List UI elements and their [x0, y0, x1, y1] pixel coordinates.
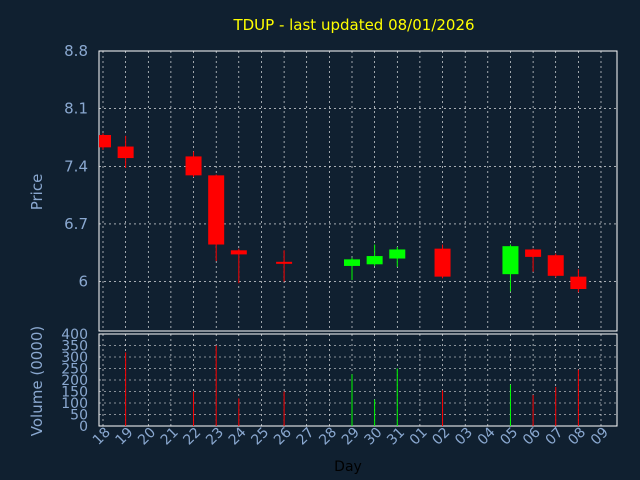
volume-tick-label: 200: [61, 373, 88, 389]
candle-body: [547, 255, 564, 276]
candles: [99, 133, 587, 293]
volume-tick-label: 400: [61, 327, 88, 343]
candle-body: [366, 256, 383, 265]
volume-tick-label: 150: [61, 385, 88, 401]
price-tick-label: 8.8: [64, 42, 88, 60]
volume-tick-label: 50: [70, 408, 88, 424]
chart-title: TDUP - last updated 08/01/2026: [232, 16, 474, 34]
candle-body: [502, 246, 519, 275]
candle-body: [525, 249, 542, 257]
volume-grid: [99, 333, 617, 427]
candle-body: [99, 135, 111, 148]
candle-body: [185, 156, 202, 176]
candle-body: [230, 250, 247, 255]
candle-body: [344, 259, 360, 266]
volume-bars: [125, 345, 579, 426]
price-tick-label: 7.4: [64, 157, 88, 175]
candle-body: [208, 175, 225, 245]
price-tick-labels: 8.8 8.1 7.4 6.7 6: [64, 42, 88, 291]
price-tick-label: 8.1: [64, 100, 88, 118]
volume-axis-label: Volume (0000): [28, 326, 46, 436]
volume-tick-label: 100: [61, 396, 88, 412]
price-tick-label: 6: [78, 273, 88, 291]
candle-body: [117, 146, 134, 159]
candle-body: [434, 248, 451, 277]
candle-body: [389, 249, 406, 259]
x-tick-labels: 1819202122232425262728293031010203040506…: [90, 424, 612, 448]
volume-tick-label: 250: [61, 362, 88, 378]
candle-body: [570, 276, 587, 289]
candle-body: [276, 261, 293, 264]
price-plot-area: [98, 50, 618, 332]
price-panel: 8.8 8.1 7.4 6.7 6: [64, 42, 618, 332]
price-tick-label: 6.7: [64, 215, 88, 233]
price-axis-label: Price: [28, 174, 46, 211]
x-axis-label: Day: [334, 459, 362, 475]
volume-tick-label: 300: [61, 350, 88, 366]
volume-tick-label: 350: [61, 339, 88, 355]
volume-tick-label: 0: [79, 419, 88, 435]
